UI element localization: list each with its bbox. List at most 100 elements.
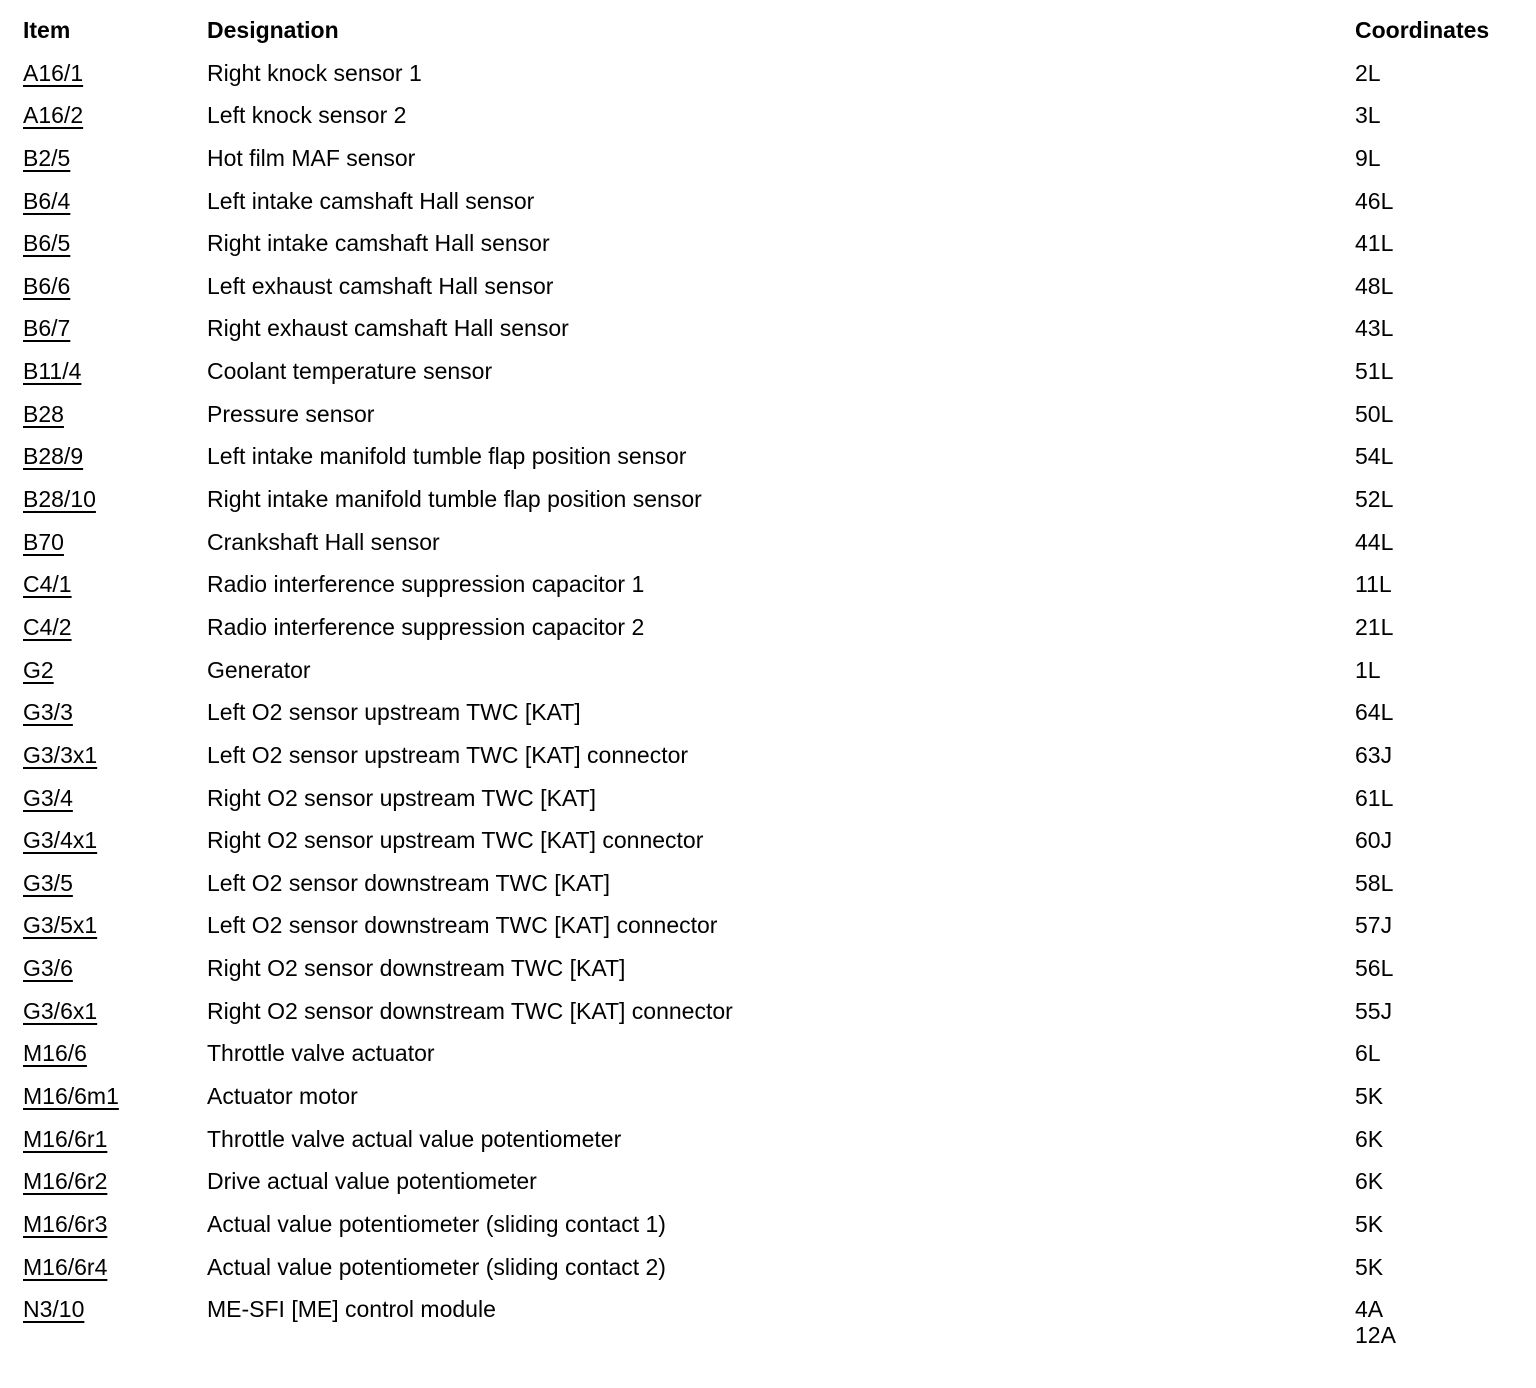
item-code-link[interactable]: B6/7	[23, 315, 71, 342]
table-row: B6/6 Left exhaust camshaft Hall sensor 4…	[23, 273, 1536, 316]
item-code-link[interactable]: C4/2	[23, 613, 72, 640]
table-row: G3/4x1 Right O2 sensor upstream TWC [KAT…	[23, 827, 1536, 870]
coordinate-value: 51L	[1355, 358, 1394, 385]
item-code-link[interactable]: M16/6r2	[23, 1168, 108, 1195]
designation-text: Radio interference suppression capacitor…	[207, 613, 645, 640]
item-code-cell: G3/3x1	[23, 742, 207, 768]
table-row: G3/3x1 Left O2 sensor upstream TWC [KAT]…	[23, 742, 1536, 785]
designation-text: Hot film MAF sensor	[207, 144, 416, 171]
item-code-link[interactable]: M16/6	[23, 1040, 87, 1067]
coordinates-cell: 9L	[1355, 145, 1536, 171]
designation-text: Actual value potentiometer (sliding cont…	[207, 1253, 666, 1280]
item-code-cell: G3/4	[23, 785, 207, 811]
item-code-link[interactable]: G3/5x1	[23, 912, 98, 939]
designation-text: Crankshaft Hall sensor	[207, 528, 440, 555]
designation-text: Right knock sensor 1	[207, 59, 422, 86]
coordinates-cell: 2L	[1355, 60, 1536, 86]
coordinate-value: 2L	[1355, 59, 1381, 86]
item-code-cell: G3/6x1	[23, 998, 207, 1024]
designation-text: Right O2 sensor downstream TWC [KAT]	[207, 955, 626, 982]
item-code-link[interactable]: B70	[23, 528, 64, 555]
item-code-link[interactable]: B28	[23, 400, 64, 427]
designation-text: Right O2 sensor upstream TWC [KAT]	[207, 784, 596, 811]
item-code-link[interactable]: M16/6m1	[23, 1083, 119, 1110]
item-code-link[interactable]: G3/4	[23, 784, 73, 811]
coordinates-cell: 4A 12A	[1355, 1296, 1536, 1348]
item-code-cell: B28/10	[23, 486, 207, 512]
coordinate-value: 60J	[1355, 827, 1393, 854]
table-row: B28 Pressure sensor 50L	[23, 401, 1536, 444]
table-row: A16/2 Left knock sensor 2 3L	[23, 102, 1536, 145]
coordinates-cell: 1L	[1355, 657, 1536, 683]
table-header-row: Item Designation Coordinates	[23, 17, 1536, 60]
coordinate-value: 44L	[1355, 528, 1394, 555]
item-code-cell: G3/5x1	[23, 912, 207, 938]
coordinate-value: 56L	[1355, 955, 1394, 982]
table-row: M16/6r4 Actual value potentiometer (slid…	[23, 1254, 1536, 1297]
coordinates-cell: 56L	[1355, 955, 1536, 981]
table-row: B11/4 Coolant temperature sensor 51L	[23, 358, 1536, 401]
coordinate-value: 54L	[1355, 443, 1394, 470]
table-row: C4/1 Radio interference suppression capa…	[23, 571, 1536, 614]
item-code-cell: M16/6r3	[23, 1211, 207, 1237]
coordinates-cell: 41L	[1355, 230, 1536, 256]
designation-text: Radio interference suppression capacitor…	[207, 571, 645, 598]
coordinate-value: 11L	[1355, 571, 1392, 598]
coordinates-cell: 5K	[1355, 1083, 1536, 1109]
item-code-cell: G3/3	[23, 699, 207, 725]
item-code-link[interactable]: B28/9	[23, 443, 84, 470]
table-row: G2 Generator 1L	[23, 657, 1536, 700]
item-code-link[interactable]: M16/6r4	[23, 1253, 108, 1280]
legend-table-body: A16/1 Right knock sensor 1 2L A16/2 Left…	[23, 59, 1536, 1349]
coordinates-cell: 3L	[1355, 102, 1536, 128]
designation-text: Left O2 sensor downstream TWC [KAT]	[207, 869, 611, 896]
item-code-link[interactable]: G3/4x1	[23, 827, 98, 854]
item-code-cell: B28	[23, 401, 207, 427]
table-row: G3/6 Right O2 sensor downstream TWC [KAT…	[23, 955, 1536, 998]
coordinates-cell: 6L	[1355, 1040, 1536, 1066]
table-row: B2/5 Hot film MAF sensor 9L	[23, 145, 1536, 188]
item-code-link[interactable]: G3/3x1	[23, 741, 98, 768]
table-row: G3/5x1 Left O2 sensor downstream TWC [KA…	[23, 912, 1536, 955]
item-code-link[interactable]: A16/1	[23, 59, 84, 86]
table-row: B6/4 Left intake camshaft Hall sensor 46…	[23, 188, 1536, 231]
coordinates-cell: 58L	[1355, 870, 1536, 896]
item-code-link[interactable]: G3/6	[23, 955, 73, 982]
designation-text: Throttle valve actual value potentiomete…	[207, 1125, 622, 1152]
item-code-link[interactable]: N3/10	[23, 1296, 85, 1323]
table-row: G3/3 Left O2 sensor upstream TWC [KAT] 6…	[23, 699, 1536, 742]
item-code-link[interactable]: C4/1	[23, 571, 72, 598]
item-code-link[interactable]: B6/5	[23, 230, 71, 257]
header-coordinates: Coordinates	[1355, 17, 1490, 43]
item-code-link[interactable]: G3/5	[23, 869, 73, 896]
table-row: M16/6m1 Actuator motor 5K	[23, 1083, 1536, 1126]
coordinates-cell: 11L	[1355, 571, 1536, 597]
item-code-link[interactable]: B2/5	[23, 144, 71, 171]
item-code-link[interactable]: M16/6r3	[23, 1210, 108, 1237]
coordinate-value: 21L	[1355, 613, 1394, 640]
item-code-link[interactable]: B6/6	[23, 272, 71, 299]
coordinate-value: 1L	[1355, 656, 1381, 683]
designation-text: Right O2 sensor downstream TWC [KAT] con…	[207, 997, 733, 1024]
item-code-link[interactable]: B28/10	[23, 486, 96, 513]
item-code-cell: B28/9	[23, 443, 207, 469]
item-code-cell: M16/6m1	[23, 1083, 207, 1109]
item-code-link[interactable]: G3/6x1	[23, 997, 98, 1024]
coordinate-value: 57J	[1355, 912, 1393, 939]
item-code-link[interactable]: B6/4	[23, 187, 71, 214]
designation-text: Left O2 sensor upstream TWC [KAT]	[207, 699, 581, 726]
coordinate-value: 52L	[1355, 486, 1394, 513]
item-code-link[interactable]: G3/3	[23, 699, 73, 726]
table-row: G3/6x1 Right O2 sensor downstream TWC [K…	[23, 998, 1536, 1041]
item-code-link[interactable]: G2	[23, 656, 54, 683]
designation-text: Actual value potentiometer (sliding cont…	[207, 1210, 666, 1237]
item-code-link[interactable]: B11/4	[23, 358, 82, 385]
item-code-cell: B70	[23, 529, 207, 555]
item-code-link[interactable]: M16/6r1	[23, 1125, 108, 1152]
item-code-cell: M16/6r2	[23, 1168, 207, 1194]
item-code-link[interactable]: A16/2	[23, 102, 84, 129]
item-code-cell: B11/4	[23, 358, 207, 384]
coordinate-value: 3L	[1355, 102, 1381, 129]
coordinate-value: 43L	[1355, 315, 1394, 342]
coordinates-cell: 5K	[1355, 1254, 1536, 1280]
